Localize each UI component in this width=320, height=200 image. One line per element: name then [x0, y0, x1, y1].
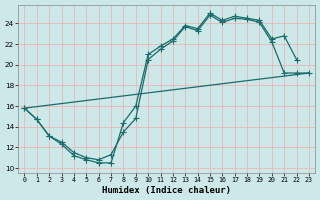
X-axis label: Humidex (Indice chaleur): Humidex (Indice chaleur) [102, 186, 231, 195]
